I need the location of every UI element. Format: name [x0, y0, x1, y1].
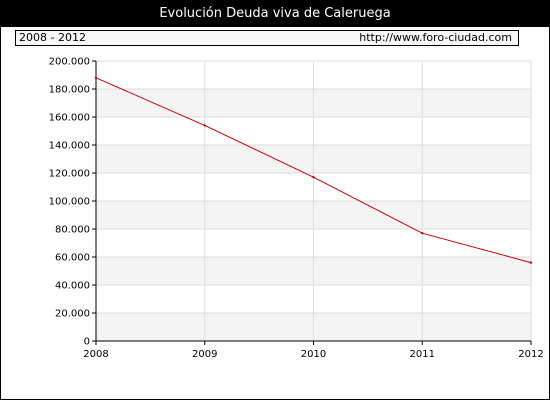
x-tick-label: 2008 — [83, 349, 108, 360]
y-tick-label: 40.000 — [55, 281, 90, 292]
y-tick-label: 100.000 — [49, 197, 90, 208]
source-link[interactable]: http://www.foro-ciudad.com — [359, 31, 512, 44]
x-tick-label: 2012 — [518, 349, 543, 360]
data-point — [94, 76, 98, 80]
y-tick-label: 0 — [84, 337, 90, 348]
y-tick-label: 140.000 — [49, 141, 90, 152]
y-tick-label: 60.000 — [55, 253, 90, 264]
y-tick-label: 80.000 — [55, 225, 90, 236]
data-point — [312, 176, 315, 179]
x-tick-label: 2011 — [410, 349, 435, 360]
y-tick-label: 180.000 — [49, 85, 90, 96]
info-bar: 2008 - 2012 http://www.foro-ciudad.com — [15, 30, 519, 46]
y-tick-label: 20.000 — [55, 309, 90, 320]
y-tick-label: 160.000 — [49, 113, 90, 124]
data-point — [421, 232, 424, 235]
y-tick-label: 200.000 — [49, 57, 90, 68]
data-point — [529, 261, 533, 264]
x-tick-label: 2009 — [192, 349, 217, 360]
y-tick-label: 120.000 — [49, 169, 90, 180]
range-label: 2008 - 2012 — [19, 31, 86, 44]
x-tick-label: 2010 — [301, 349, 326, 360]
data-point — [203, 124, 206, 127]
chart-title: Evolución Deuda viva de Caleruega — [1, 1, 549, 27]
